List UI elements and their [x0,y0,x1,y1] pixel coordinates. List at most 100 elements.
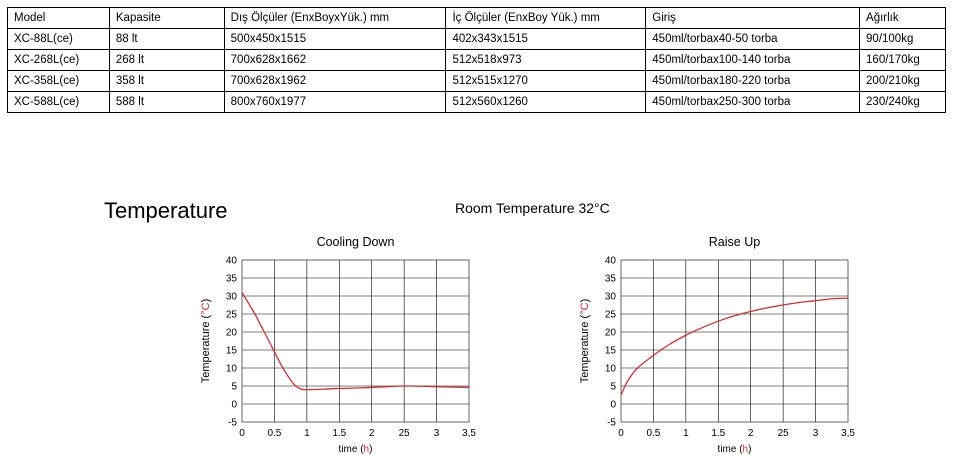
y-tick-label: 15 [226,346,238,357]
table-cell: 200/210kg [859,70,946,92]
chart-title: Cooling Down [317,235,395,249]
plot-grid [620,259,849,423]
table-cell: 402x343x1515 [445,28,647,50]
table-header-cell: Model [7,7,110,29]
x-axis-label: time (h) [339,444,373,455]
y-tick-label: 0 [610,400,616,411]
y-tick-label: 20 [605,328,617,339]
y-axis-label: Temperature (°C) [579,299,591,384]
table-cell: 500x450x1515 [223,28,447,50]
x-tick-label: 1.5 [332,428,346,439]
y-tick-label: 35 [605,274,617,285]
spec-table: Model Kapasite Dış Ölçüler (EnxBoyxYük.) m… [7,7,946,113]
x-axis-label: time (h) [718,444,752,455]
table-cell: 512x515x1270 [445,70,647,92]
table-cell: XC-88L(ce) [7,28,110,50]
x-tick-label: 25 [399,428,411,439]
y-tick-label: 10 [605,364,617,375]
x-tick-label: 25 [778,428,790,439]
y-tick-label: 20 [226,328,238,339]
table-cell: 588 lt [108,91,225,113]
plot-frame [620,259,849,423]
y-tick-label: 5 [610,382,616,393]
y-axis-label-prefix: Temperature ( [200,314,212,383]
table-cell: XC-358L(ce) [7,70,110,92]
x-axis-label-prefix: time ( [339,444,365,455]
x-tick-label: 1 [683,428,689,439]
table-header-row: Model Kapasite Dış Ölçüler (EnxBoyxYük.) m… [7,7,946,29]
table-cell: 800x760x1977 [223,91,447,113]
table-cell: 512x560x1260 [445,91,647,113]
y-axis-label: Temperature (°C) [200,299,212,384]
y-tick-label: 25 [605,310,617,321]
x-tick-label: 1.5 [711,428,725,439]
plot-frame [241,259,470,423]
y-tick-label: 10 [226,364,238,375]
x-axis-label-suffix: ) [369,444,372,455]
table-cell: 450ml/torbax250-300 torba [645,91,861,113]
table-cell: 160/170kg [859,49,946,71]
x-tick-label: 0 [239,428,245,439]
table-cell: 450ml/torbax40-50 torba [645,28,861,50]
chart-title: Raise Up [709,235,760,249]
table-cell: 450ml/torbax180-220 torba [645,70,861,92]
y-tick-label: 30 [605,292,617,303]
x-tick-label: 3 [813,428,819,439]
x-axis-label-unit: h [743,444,749,455]
y-tick-label: 15 [605,346,617,357]
table-header-cell: Kapasite [108,7,225,29]
y-tick-label: 5 [231,382,237,393]
y-tick-label: 35 [226,274,238,285]
table-cell: 512x518x973 [445,49,647,71]
x-tick-label: 1 [304,428,310,439]
y-tick-label: 0 [231,400,237,411]
table-cell: 268 lt [108,49,225,71]
room-temperature-title: Room Temperature 32°C [455,200,610,216]
x-tick-label: 3,5 [841,428,855,439]
table-cell: 450ml/torbax100-140 torba [645,49,861,71]
temperature-series-line [620,297,849,396]
y-tick-label: 25 [226,310,238,321]
table-cell: XC-588L(ce) [7,91,110,113]
y-tick-label: -5 [607,418,616,429]
table-cell: 230/240kg [859,91,946,113]
table-header-cell: Ağırlık [859,7,946,29]
table-cell: 90/100kg [859,28,946,50]
x-axis-label-prefix: time ( [718,444,744,455]
x-axis-label-suffix: ) [748,444,751,455]
table-header-cell: Dış Ölçüler (EnxBoyxYük.) mm [223,7,447,29]
page-title: Temperature [104,198,228,223]
y-axis-label-suffix: ) [200,299,212,303]
x-tick-label: 0.5 [646,428,660,439]
y-tick-label: 40 [226,256,238,267]
y-tick-label: 30 [226,292,238,303]
y-axis-label-unit: °C [200,302,212,314]
raise-up-chart: Raise Up0 0.5 1 1.5 2 25 3 3,5-5051015202530354… [579,235,855,455]
table-row: XC-588L(ce) 588 lt 800x760x1977 512x560x126… [7,91,946,113]
y-axis-label-unit: °C [579,302,591,314]
table-row: XC-358L(ce) 358 lt 700x628x1962 512x515x127… [7,70,946,92]
x-tick-label: 0.5 [267,428,281,439]
y-tick-label: -5 [228,418,237,429]
table-row: XC-88L(ce) 88 lt 500x450x1515 402x343x1515 4… [7,28,946,50]
table-cell: XC-268L(ce) [7,49,110,71]
y-axis-label-suffix: ) [579,299,591,303]
plot-grid [241,259,470,423]
y-tick-label: 40 [605,256,617,267]
y-axis-label-prefix: Temperature ( [579,314,591,383]
table-row: XC-268L(ce) 268 lt 700x628x1662 512x518x973… [7,49,946,71]
table-header-cell: Giriş [645,7,861,29]
x-tick-label: 3,5 [462,428,476,439]
x-tick-label: 3 [434,428,440,439]
x-axis-label-unit: h [364,444,370,455]
table-cell: 700x628x1662 [223,49,447,71]
temperature-series-line [241,292,470,391]
x-tick-label: 2 [369,428,375,439]
table-cell: 88 lt [108,28,225,50]
table-header-cell: İç Ölçüler (EnxBoy Yük.) mm [445,7,647,29]
x-tick-label: 0 [618,428,624,439]
x-tick-label: 2 [748,428,754,439]
table-cell: 358 lt [108,70,225,92]
table-cell: 700x628x1962 [223,70,447,92]
